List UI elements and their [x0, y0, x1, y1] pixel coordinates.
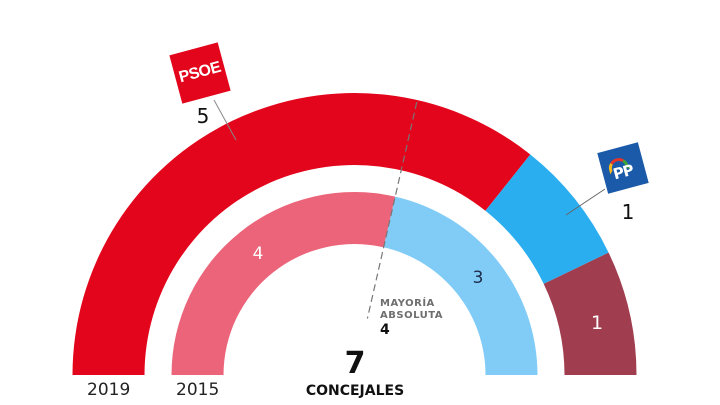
majority-value: 4 — [380, 322, 390, 338]
segment-pp-2019 — [485, 154, 609, 284]
year-label-2019: 2019 — [87, 380, 131, 400]
majority-label-line1: MAYORÍA — [380, 298, 435, 309]
pp-2015-seats: 3 — [472, 268, 484, 288]
psoe-2019-seats: 5 — [196, 104, 210, 128]
majority-label-line2: ABSOLUTA — [380, 310, 443, 321]
psoe-flag-pole — [213, 99, 237, 141]
psoe-logo-text: PSOE — [177, 58, 223, 87]
segment-psoe-2015 — [171, 192, 396, 375]
other-2019-seats: 1 — [590, 312, 604, 334]
total-seats-label: CONCEJALES — [305, 383, 405, 399]
majority-label: MAYORÍA ABSOLUTA — [380, 298, 443, 322]
year-label-2015: 2015 — [176, 380, 220, 400]
segment-pp-2015 — [383, 196, 538, 375]
majority-line — [366, 101, 418, 319]
psoe-2015-seats: 4 — [252, 244, 264, 264]
pp-2019-seats: 1 — [621, 200, 635, 224]
pp-flag-pole — [565, 188, 606, 216]
pp-logo-text: PP — [611, 160, 636, 184]
total-seats-value: 7 — [344, 346, 366, 381]
segment-other-2019 — [543, 252, 637, 375]
segment-psoe-2019 — [72, 92, 531, 375]
